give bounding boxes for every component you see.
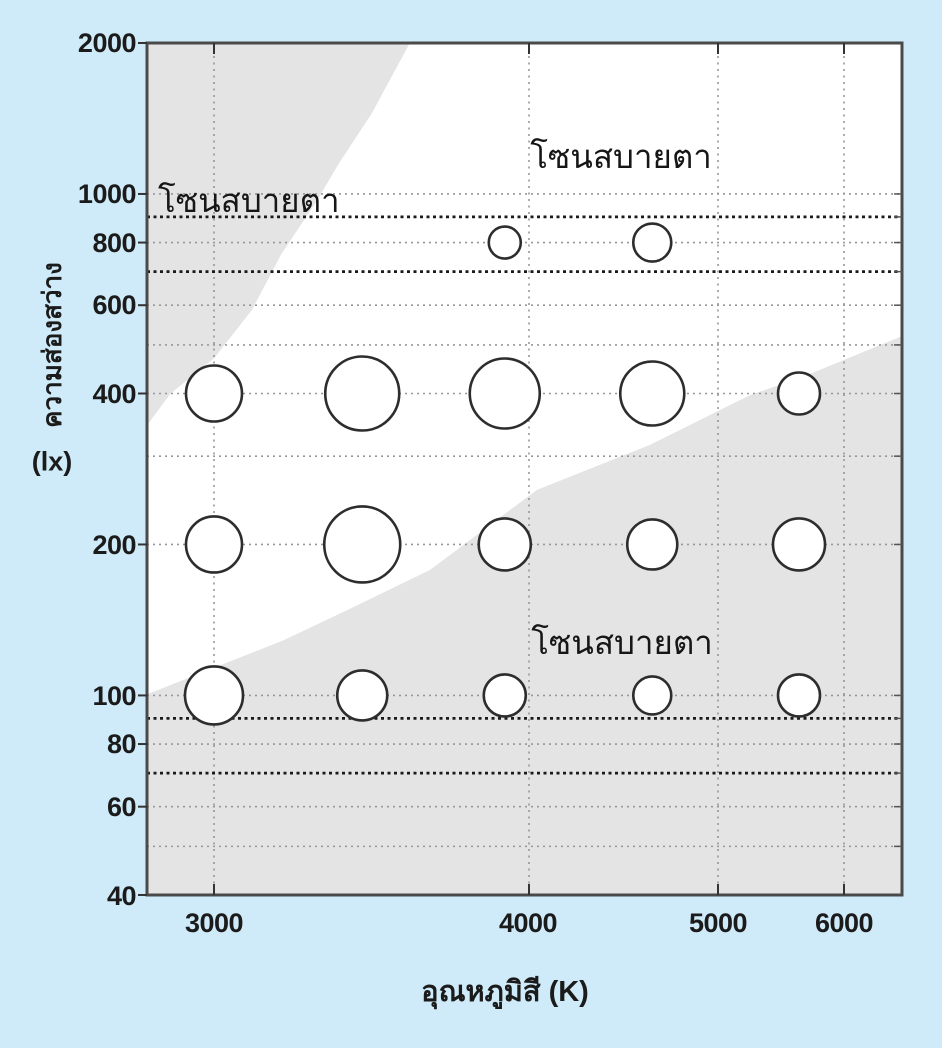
x-tick-label-5000: 5000 [688,908,748,938]
comfort-zone-label-upper-left: โซนสบายตา [158,182,340,219]
x-tick-label-3000: 3000 [184,908,244,938]
comfort-zone-label-lower-middle: โซนสบายตา [531,624,713,661]
y-tick-label-100: 100 [92,681,136,711]
y-tick-label-800: 800 [92,228,136,258]
y-tick-label-1000: 1000 [77,179,137,209]
comfort-zone-label-upper-middle: โซนสบายตา [530,138,712,175]
y-tick-label-600: 600 [92,290,136,320]
y-tick-label-60: 60 [106,792,137,822]
x-tick-label-6000: 6000 [814,908,874,938]
x-axis-title: อุณหภูมิสี (K) [421,976,589,1008]
y-tick-label-40: 40 [106,881,137,911]
x-tick-label-4000: 4000 [498,908,558,938]
y-tick-label-2000: 2000 [77,28,137,58]
y-tick-label-200: 200 [92,530,136,560]
y-tick-label-80: 80 [106,729,137,759]
y-axis-unit: (lx) [31,446,73,477]
y-tick-label-400: 400 [92,379,136,409]
